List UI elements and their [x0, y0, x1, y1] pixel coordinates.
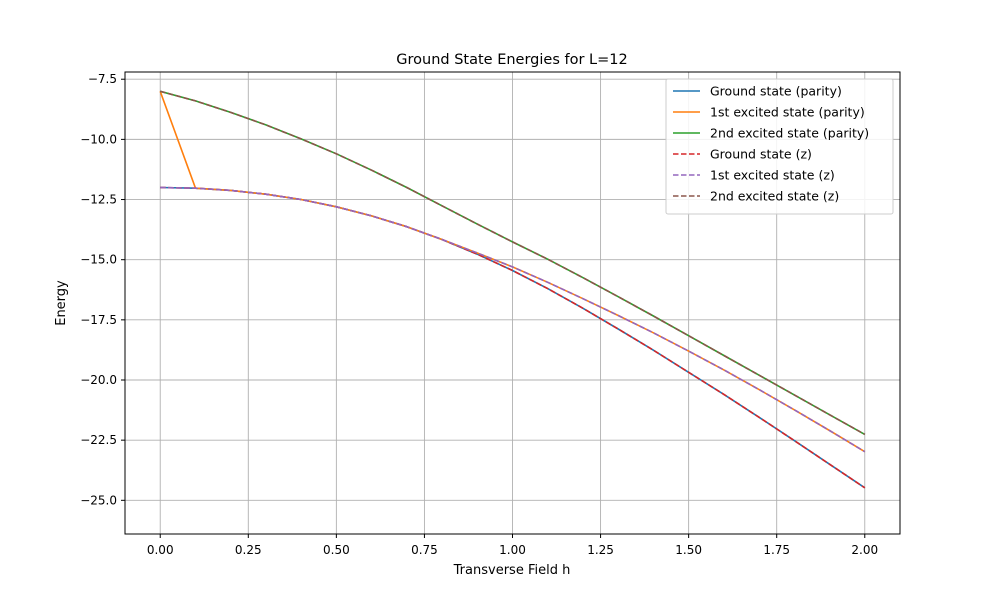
y-axis-ticks: −25.0 −22.5 −20.0 −17.5 −15.0 −12.5 −10.0 −7.5 — [80, 72, 125, 507]
y-tick-label: −7.5 — [88, 72, 117, 86]
x-tick-label: 1.25 — [587, 543, 614, 557]
x-axis-ticks: 0.00 0.25 0.50 0.75 1.00 1.25 1.50 1.75 2.00 — [147, 534, 878, 557]
legend-label: 2nd excited state (parity) — [710, 126, 869, 141]
plot-series — [159, 90, 866, 489]
legend-label: 2nd excited state (z) — [710, 189, 839, 204]
x-tick-label: 0.00 — [147, 543, 174, 557]
y-tick-label: −12.5 — [80, 193, 117, 207]
y-tick-label: −10.0 — [80, 132, 117, 146]
legend-label: Ground state (parity) — [710, 84, 842, 99]
x-tick-label: 1.75 — [763, 543, 790, 557]
legend: Ground state (parity) 1st excited state (… — [665, 78, 894, 215]
y-tick-label: −25.0 — [80, 493, 117, 507]
y-tick-label: −17.5 — [80, 313, 117, 327]
y-axis-label: Energy — [54, 280, 69, 326]
series-line-3 — [160, 186, 866, 489]
legend-label: 1st excited state (z) — [710, 168, 835, 183]
x-tick-label: 0.75 — [411, 543, 438, 557]
x-tick-label: 0.50 — [323, 543, 350, 557]
x-tick-label: 0.25 — [235, 543, 262, 557]
series-line-4 — [160, 186, 866, 453]
legend-label: Ground state (z) — [710, 147, 812, 162]
series-line-5 — [159, 90, 866, 436]
legend-label: 1st excited state (parity) — [710, 105, 865, 120]
x-tick-label: 1.00 — [499, 543, 526, 557]
x-axis-label: Transverse Field h — [453, 563, 571, 578]
x-tick-label: 1.50 — [675, 543, 702, 557]
legend-box — [665, 78, 894, 215]
y-tick-label: −15.0 — [80, 253, 117, 267]
y-tick-label: −22.5 — [80, 433, 117, 447]
chart-title: Ground State Energies for L=12 — [396, 52, 627, 68]
y-tick-label: −20.0 — [80, 373, 117, 387]
x-tick-label: 2.00 — [851, 543, 878, 557]
